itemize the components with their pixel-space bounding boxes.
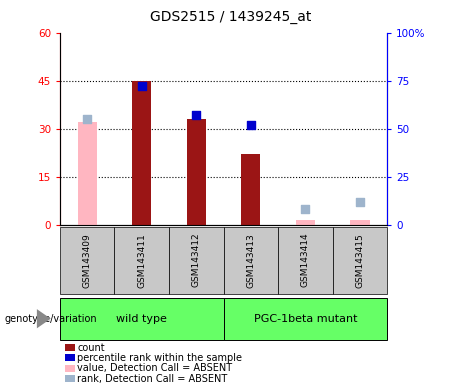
Point <box>83 116 91 122</box>
Point <box>247 122 254 128</box>
Polygon shape <box>37 309 51 328</box>
Text: GSM143409: GSM143409 <box>83 233 92 288</box>
Bar <box>77 122 97 225</box>
Point <box>138 83 145 89</box>
Point <box>356 199 364 205</box>
Text: GSM143414: GSM143414 <box>301 233 310 288</box>
Text: genotype/variation: genotype/variation <box>5 314 97 324</box>
Text: PGC-1beta mutant: PGC-1beta mutant <box>254 314 357 324</box>
Point <box>301 206 309 212</box>
Text: GSM143411: GSM143411 <box>137 233 146 288</box>
Text: GDS2515 / 1439245_at: GDS2515 / 1439245_at <box>150 10 311 23</box>
Text: GSM143412: GSM143412 <box>192 233 201 288</box>
Text: value, Detection Call = ABSENT: value, Detection Call = ABSENT <box>77 363 232 373</box>
Text: rank, Detection Call = ABSENT: rank, Detection Call = ABSENT <box>77 374 228 384</box>
Bar <box>241 154 260 225</box>
Text: percentile rank within the sample: percentile rank within the sample <box>77 353 242 363</box>
Point <box>193 112 200 118</box>
Text: wild type: wild type <box>116 314 167 324</box>
Text: GSM143415: GSM143415 <box>355 233 365 288</box>
Text: count: count <box>77 343 105 353</box>
Bar <box>350 220 370 225</box>
Bar <box>187 119 206 225</box>
Text: GSM143413: GSM143413 <box>246 233 255 288</box>
Bar <box>296 220 315 225</box>
Bar <box>132 81 151 225</box>
